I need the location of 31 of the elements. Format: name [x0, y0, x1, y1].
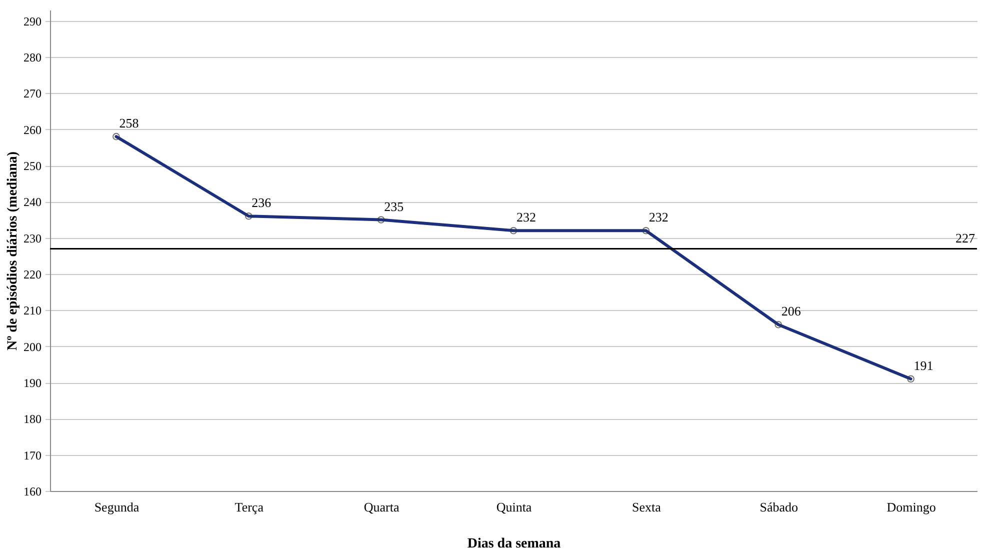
y-tick-label: 190 — [24, 376, 42, 390]
data-label: 235 — [384, 198, 404, 214]
y-tick-label: 280 — [24, 50, 42, 65]
data-label: 232 — [648, 210, 668, 225]
ref-line-label: 227 — [956, 230, 976, 246]
y-tick-label: 170 — [24, 448, 42, 462]
y-tick-label: 260 — [24, 122, 42, 137]
y-tick-label: 250 — [24, 159, 42, 174]
y-tick-label: 230 — [24, 231, 42, 246]
x-tick-label: Sexta — [632, 500, 662, 514]
x-tick-label: Segunda — [94, 500, 140, 514]
y-tick-label: 240 — [24, 195, 42, 210]
data-label: 232 — [516, 210, 536, 225]
x-tick-label: Terça — [234, 500, 264, 514]
data-label: 258 — [119, 116, 139, 131]
x-tick-label: Sábado — [760, 500, 798, 514]
y-tick-label: 200 — [24, 340, 42, 354]
y-tick-label: 290 — [24, 14, 42, 28]
y-tick-label: 220 — [24, 268, 42, 282]
y-tick-label: 180 — [24, 412, 42, 426]
y-axis-title: Nº de episódios diários (mediana) — [6, 151, 20, 351]
x-tick-label: Quinta — [496, 500, 532, 514]
data-label: 236 — [252, 195, 272, 210]
data-label: 191 — [914, 358, 934, 373]
x-tick-label: Domingo — [886, 500, 936, 514]
y-tick-label: 160 — [24, 484, 42, 498]
y-tick-label: 270 — [24, 86, 42, 101]
x-axis-title: Dias da semana — [467, 536, 561, 552]
y-tick-label: 210 — [24, 304, 42, 318]
x-tick-label: Quarta — [364, 500, 400, 514]
data-label: 206 — [781, 304, 802, 319]
